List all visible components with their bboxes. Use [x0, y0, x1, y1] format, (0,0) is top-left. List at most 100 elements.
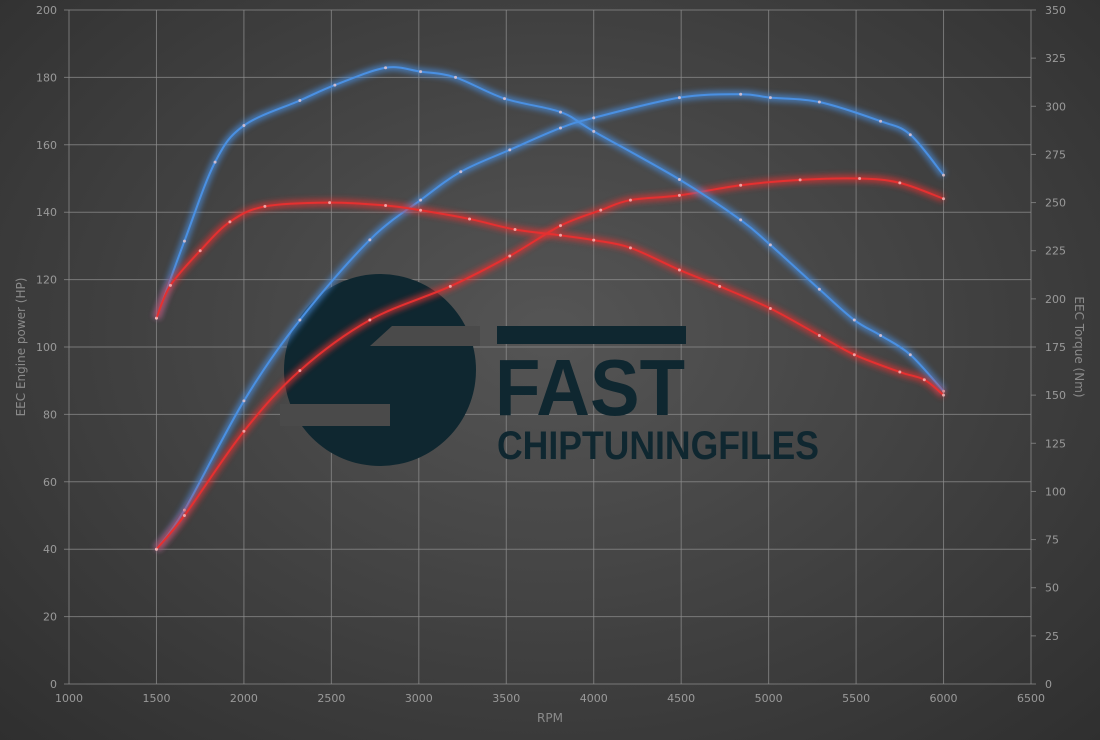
series-glow [153, 90, 947, 552]
data-point [242, 124, 246, 128]
data-point [739, 183, 743, 187]
x-tick-label: 1000 [55, 692, 83, 705]
data-point [298, 99, 302, 103]
data-point [768, 306, 772, 310]
x-tick-label: 2500 [317, 692, 345, 705]
x-tick-label: 3000 [405, 692, 433, 705]
data-point [599, 208, 603, 212]
y-right-tick-label: 50 [1045, 582, 1059, 595]
y-left-tick-label: 60 [43, 476, 57, 489]
data-point [558, 224, 562, 228]
data-point [677, 268, 681, 272]
data-point [942, 173, 946, 177]
data-point [677, 177, 681, 181]
data-point [942, 393, 946, 397]
x-tick-label: 5500 [842, 692, 870, 705]
data-point [879, 333, 883, 337]
x-tick-label: 6000 [930, 692, 958, 705]
data-point [182, 514, 186, 517]
y-right-tick-label: 325 [1045, 52, 1066, 65]
grid [64, 9, 1036, 685]
data-point [182, 239, 186, 243]
y-left-tick-label: 140 [36, 206, 57, 219]
data-point [677, 96, 681, 100]
data-point [739, 218, 743, 222]
data-point [333, 83, 337, 87]
data-point [852, 318, 856, 322]
y-left-tick-label: 180 [36, 71, 57, 84]
y-right-tick-label: 350 [1045, 4, 1066, 17]
y-left-tick-label: 160 [36, 139, 57, 152]
data-point [898, 181, 902, 185]
data-point [768, 96, 772, 100]
y-left-tick-label: 20 [43, 611, 57, 624]
y-left-tick-label: 200 [36, 4, 57, 17]
data-point [454, 75, 458, 79]
y-right-tick-label: 25 [1045, 630, 1059, 643]
data-point [817, 100, 821, 104]
data-point [384, 66, 388, 70]
data-point [908, 133, 912, 137]
x-axis-label: RPM [537, 711, 563, 725]
data-point [898, 370, 902, 374]
tick-labels: 1000 1500 2000 2500 3000 3500 4000 4500 5000 5500… [36, 4, 1066, 705]
data-point [228, 220, 232, 224]
y-right-tick-label: 75 [1045, 534, 1059, 547]
data-point [798, 178, 802, 182]
data-point [592, 238, 596, 242]
data-point [419, 70, 423, 74]
x-tick-label: 4500 [667, 692, 695, 705]
data-point [368, 318, 372, 322]
data-point [154, 316, 158, 320]
y-right-tick-label: 200 [1045, 293, 1066, 306]
x-tick-label: 2000 [230, 692, 258, 705]
x-tick-label: 5000 [755, 692, 783, 705]
data-point [718, 284, 722, 288]
data-point [768, 243, 772, 247]
series-line [155, 93, 945, 550]
y-left-tick-label: 0 [50, 678, 57, 691]
data-point [739, 92, 743, 96]
data-point [508, 148, 512, 152]
y-right-tick-label: 300 [1045, 100, 1066, 113]
data-point [168, 283, 172, 287]
data-point [263, 204, 267, 208]
x-tick-label: 3500 [492, 692, 520, 705]
data-point [328, 201, 332, 205]
data-point [513, 228, 517, 232]
data-point [508, 254, 512, 258]
data-point [817, 287, 821, 291]
data-point [503, 97, 507, 101]
data-point [448, 284, 452, 288]
data-point [922, 378, 926, 382]
data-point [298, 318, 302, 322]
y-right-tick-label: 225 [1045, 245, 1066, 258]
series-3-torque [153, 199, 946, 398]
data-point [852, 353, 856, 357]
x-tick-label: 1500 [142, 692, 170, 705]
data-point [154, 547, 158, 551]
y-right-tick-label: 150 [1045, 389, 1066, 402]
x-tick-label: 4000 [580, 692, 608, 705]
data-point [628, 246, 632, 250]
data-point [459, 170, 463, 174]
y-left-tick-label: 120 [36, 274, 57, 287]
data-point [419, 208, 423, 212]
data-point [298, 369, 302, 373]
logo-word-fast: FAST [495, 343, 685, 432]
y-left-tick-label: 40 [43, 543, 57, 556]
series-layer [153, 63, 947, 552]
series-1-power [153, 174, 946, 552]
y-right-tick-label: 250 [1045, 197, 1066, 210]
data-point [942, 197, 946, 201]
y-left-tick-label: 100 [36, 341, 57, 354]
x-tick-label: 6500 [1017, 692, 1045, 705]
y-right-tick-label: 125 [1045, 437, 1066, 450]
series-0-power [153, 90, 947, 552]
data-point [628, 198, 632, 202]
data-point [242, 399, 246, 403]
data-point [858, 177, 862, 180]
data-point [592, 129, 596, 133]
data-point [468, 217, 472, 221]
